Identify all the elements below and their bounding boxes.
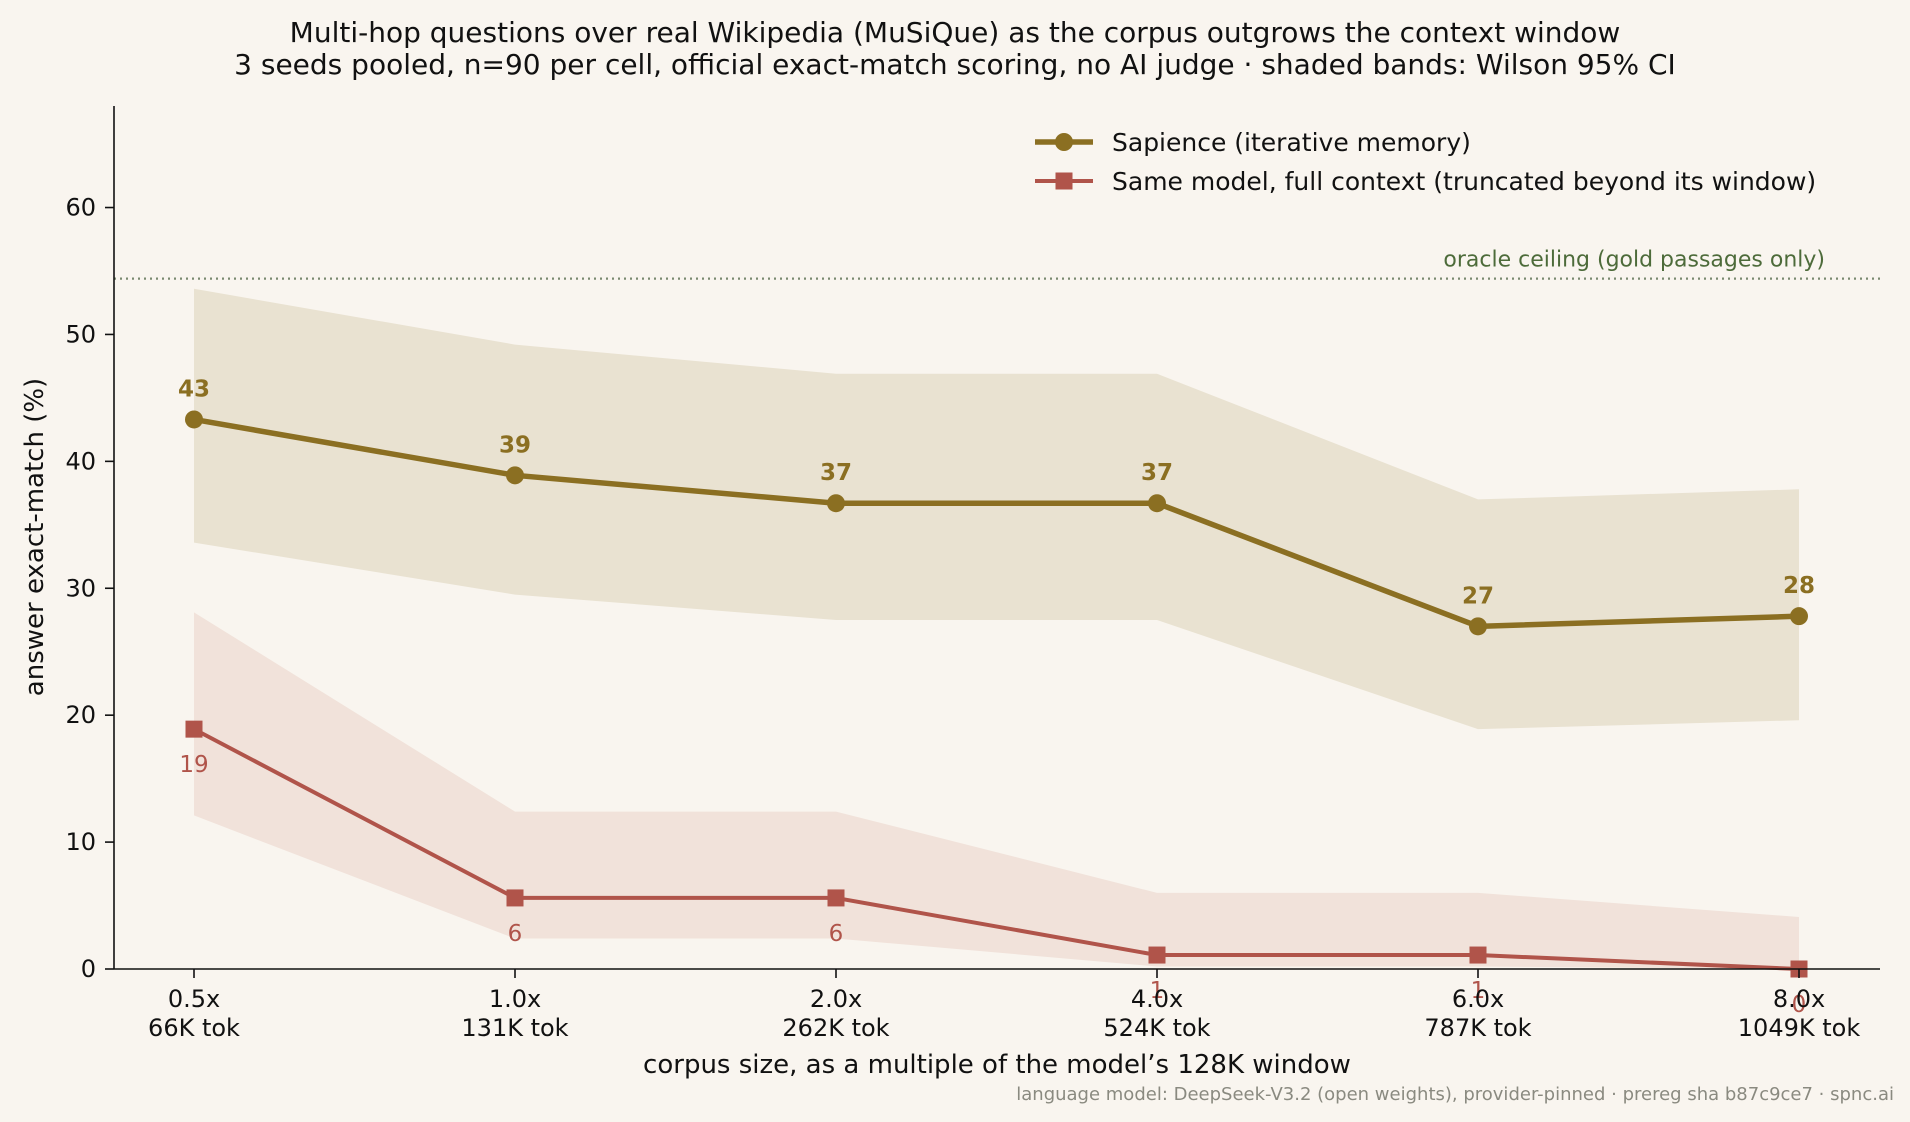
data-label-series-1-4: 1 (1471, 978, 1486, 1004)
x-tick-label-5: 8.0x (1773, 985, 1825, 1013)
footer-note: language model: DeepSeek-V3.2 (open weig… (1016, 1084, 1894, 1105)
y-tick-label-10: 10 (65, 828, 96, 856)
marker-series-0-3 (1148, 494, 1166, 513)
marker-series-0-5 (1790, 607, 1808, 626)
y-ticks: 0 10 20 30 40 50 60 (65, 194, 114, 983)
marker-series-0-1 (506, 466, 524, 485)
x-tick-label-2: 2.0x (810, 985, 862, 1013)
y-axis-label: answer exact-match (%) (20, 378, 50, 696)
ci-band-series-1 (194, 612, 1799, 969)
data-label-series-1-0: 19 (179, 752, 208, 778)
data-label-series-1-2: 6 (829, 921, 844, 947)
marker-series-0-2 (827, 494, 845, 513)
y-tick-label-20: 20 (65, 701, 96, 729)
marker-series-0-0 (185, 410, 203, 429)
x-tick-label-1: 1.0x (489, 985, 541, 1013)
data-label-series-0-0: 43 (178, 376, 210, 402)
data-label-series-0-1: 39 (499, 432, 531, 458)
x-tick-label-3: 4.0x (1131, 985, 1183, 1013)
y-tick-label-30: 30 (65, 574, 96, 602)
y-tick-label-0: 0 (81, 955, 96, 983)
legend: Sapience (iterative memory) Same model, f… (1035, 128, 1816, 196)
x-tick-sublabel-0: 66K tok (148, 1014, 240, 1042)
x-axis-label: corpus size, as a multiple of the model’… (643, 1050, 1351, 1080)
marker-series-1-4 (1469, 946, 1487, 964)
x-tick-sublabel-2: 262K tok (782, 1014, 889, 1042)
data-label-series-1-3: 1 (1150, 978, 1165, 1004)
series-lines (193, 416, 1800, 971)
marker-series-1-1 (506, 889, 524, 907)
marker-series-1-0 (185, 720, 203, 738)
marker-series-0-4 (1469, 617, 1487, 636)
marker-series-1-3 (1148, 946, 1166, 964)
x-tick-sublabel-1: 131K tok (461, 1014, 568, 1042)
x-tick-sublabel-5: 1049K tok (1738, 1014, 1861, 1042)
oracle-ceiling-label: oracle ceiling (gold passages only) (1443, 248, 1825, 273)
legend-marker-1 (1055, 172, 1073, 190)
data-label-series-1-1: 6 (508, 921, 523, 947)
y-tick-label-40: 40 (65, 447, 96, 475)
x-tick-sublabel-4: 787K tok (1424, 1014, 1531, 1042)
x-tick-label-0: 0.5x (168, 985, 220, 1013)
chart-title: Multi-hop questions over real Wikipedia … (290, 16, 1621, 49)
ci-band-series-0 (194, 288, 1799, 730)
legend-label-1: Same model, full context (truncated beyo… (1112, 167, 1816, 196)
legend-marker-0 (1055, 133, 1073, 151)
data-label-series-0-2: 37 (820, 460, 852, 486)
series-line-1 (193, 727, 1800, 971)
data-label-series-1-5: 0 (1792, 992, 1807, 1018)
data-label-series-0-5: 28 (1783, 573, 1815, 599)
data-label-series-0-4: 27 (1462, 583, 1494, 609)
series-line-0 (193, 416, 1800, 630)
oracle-ceiling: oracle ceiling (gold passages only) (114, 248, 1880, 280)
y-tick-label-60: 60 (65, 194, 96, 222)
legend-label-0: Sapience (iterative memory) (1112, 128, 1471, 157)
x-tick-label-4: 6.0x (1452, 985, 1504, 1013)
marker-series-1-2 (827, 889, 845, 907)
data-labels: 43 39 37 37 27 28 19 6 6 1 1 0 (178, 376, 1815, 1018)
axes (113, 106, 1880, 970)
data-label-series-0-3: 37 (1141, 460, 1173, 486)
y-tick-label-50: 50 (65, 320, 96, 348)
ci-bands (194, 288, 1799, 969)
chart-subtitle: 3 seeds pooled, n=90 per cell, official … (234, 48, 1676, 81)
x-tick-sublabel-3: 524K tok (1103, 1014, 1210, 1042)
